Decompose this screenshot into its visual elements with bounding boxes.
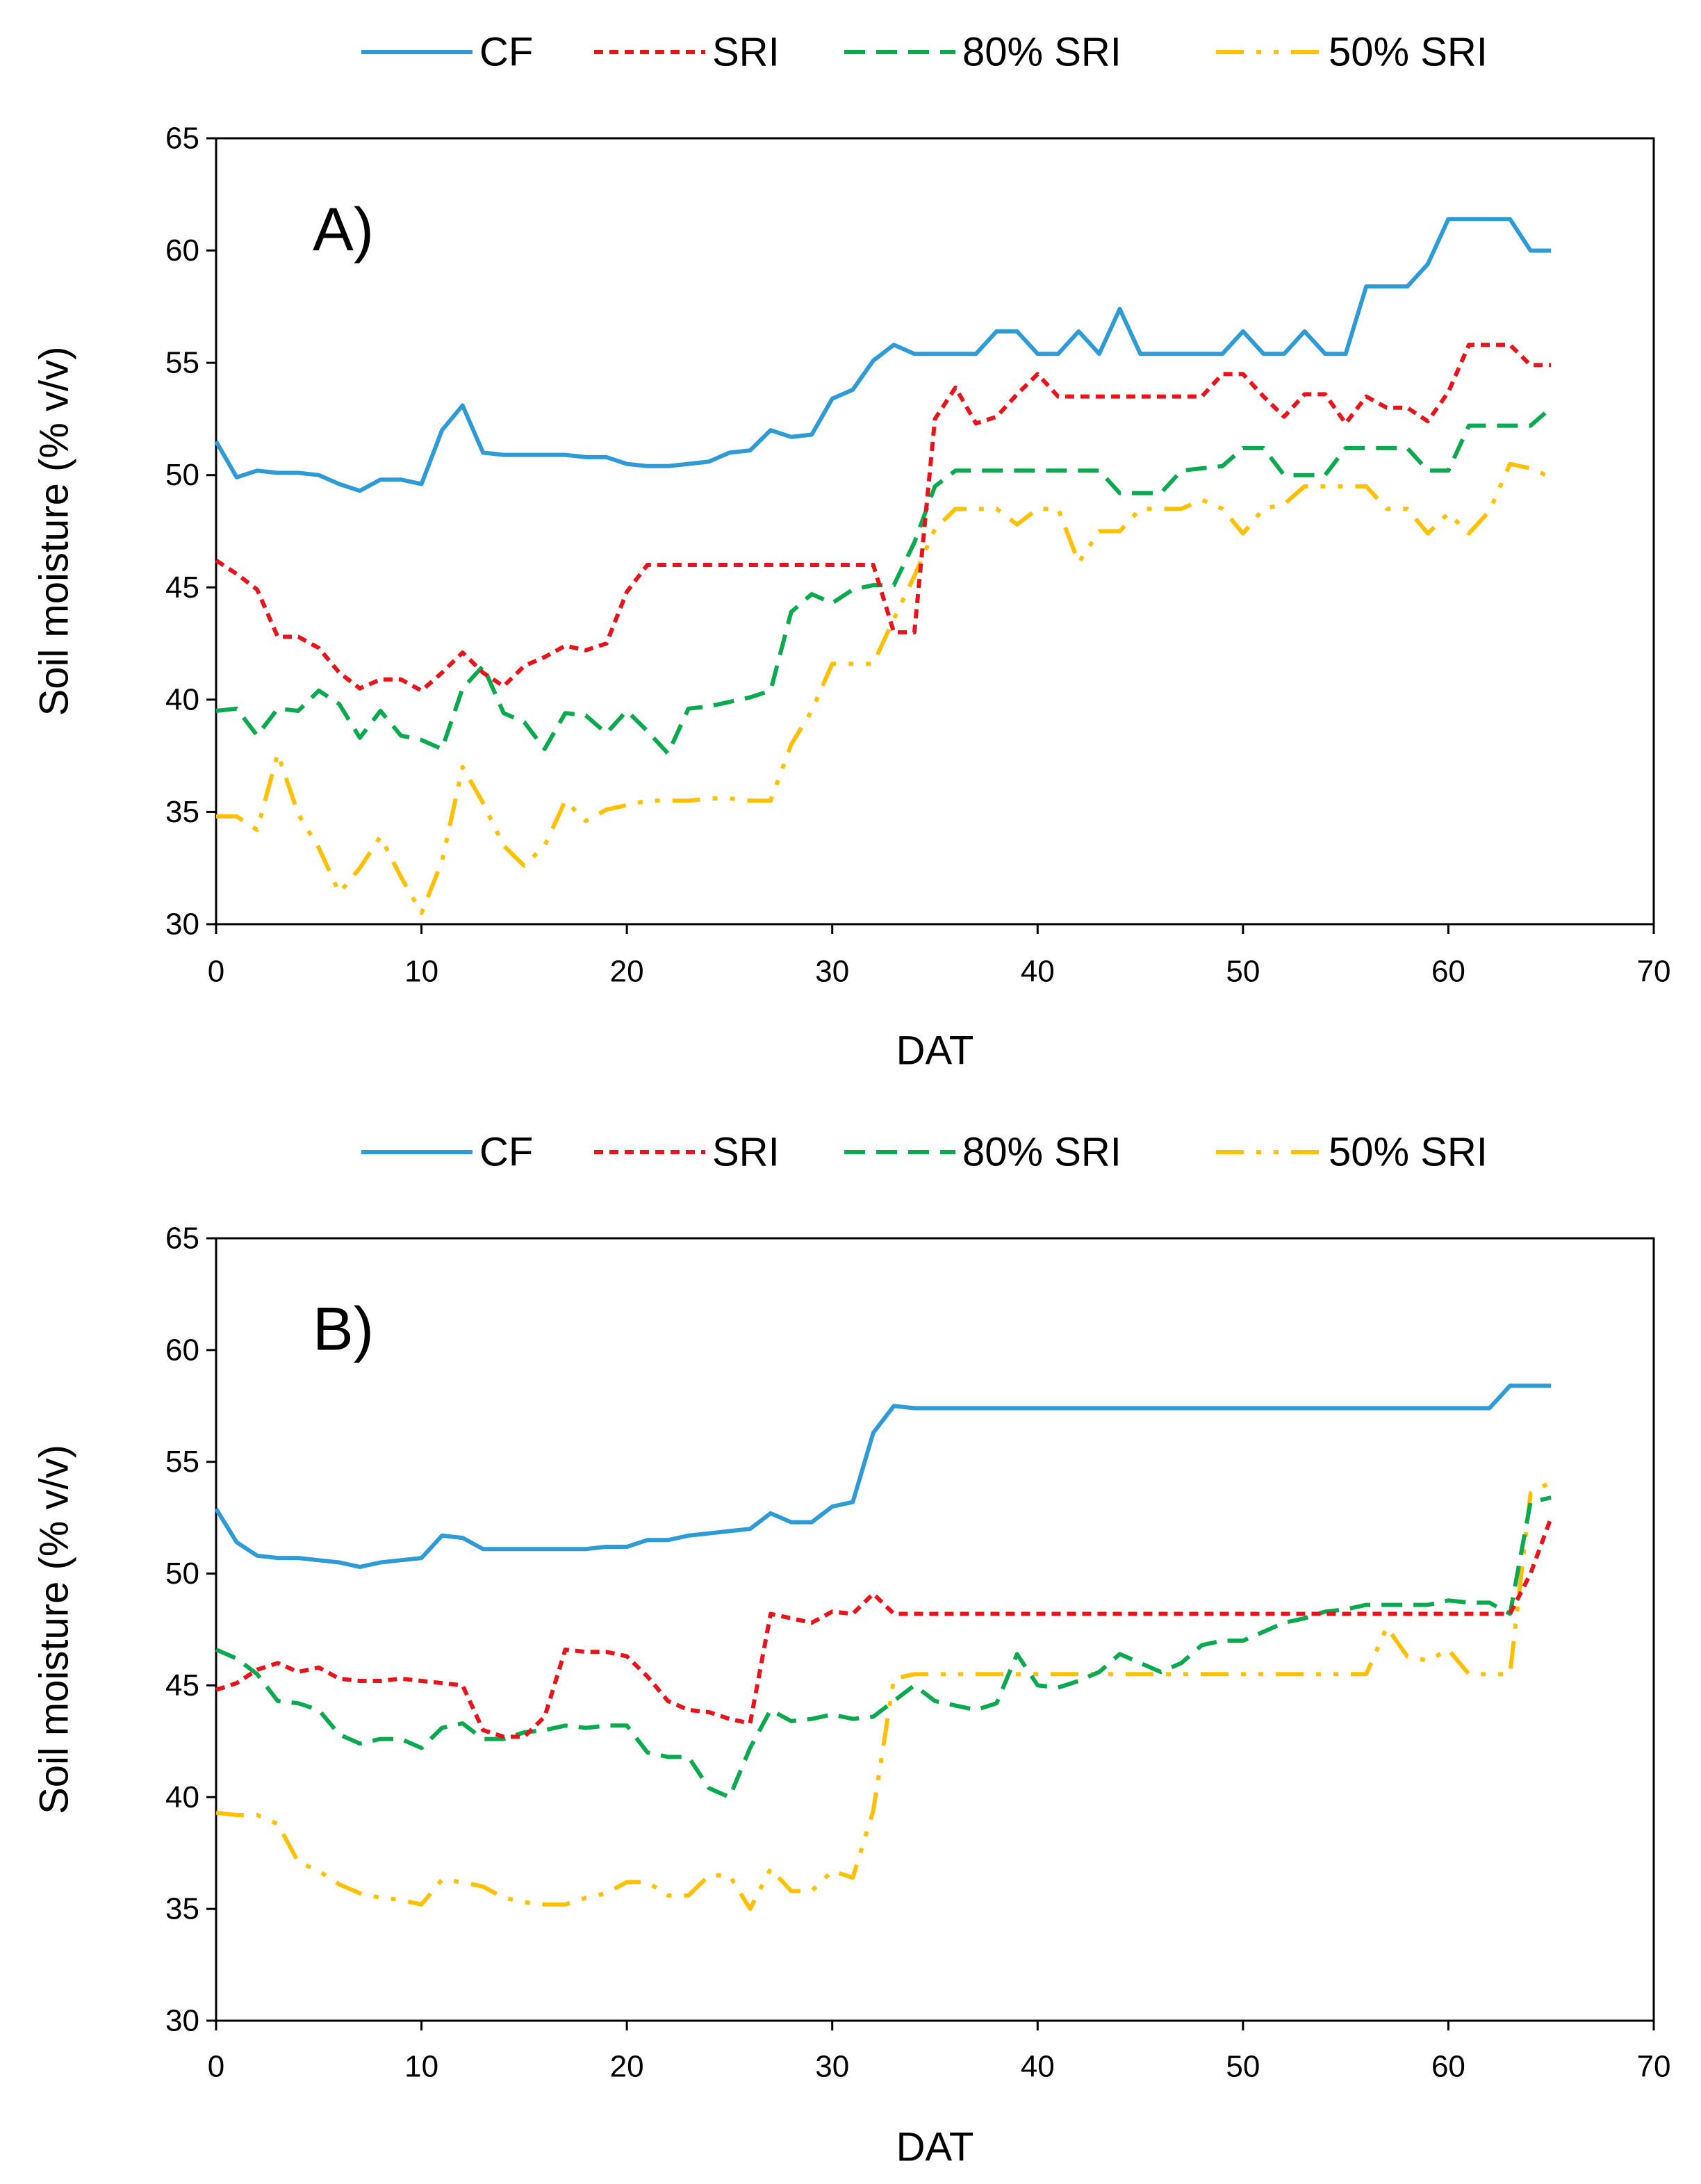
y-tick-label: 60 bbox=[165, 1333, 199, 1367]
panel-label: B) bbox=[313, 1295, 374, 1363]
x-tick-label: 50 bbox=[1226, 955, 1260, 989]
series-line-80-sri bbox=[215, 1495, 1552, 1800]
series-line-sri bbox=[215, 343, 1552, 693]
x-tick-label: 50 bbox=[1226, 2050, 1260, 2084]
series-line-cf bbox=[214, 1384, 1552, 1569]
x-tick-label: 0 bbox=[208, 955, 224, 989]
y-tick-label: 55 bbox=[165, 346, 199, 380]
legend: CF SRI 80% SRI 50% SRI bbox=[361, 1130, 1488, 1175]
legend-label: CF bbox=[479, 30, 533, 75]
x-tick-label: 70 bbox=[1637, 2050, 1671, 2084]
x-tick-label: 60 bbox=[1431, 2050, 1465, 2084]
legend-label: 80% SRI bbox=[962, 1130, 1121, 1175]
y-tick-label: 45 bbox=[165, 1668, 199, 1702]
y-axis-title: Soil moisture (% v/v) bbox=[32, 1445, 77, 1814]
x-tick-label: 10 bbox=[404, 955, 438, 989]
x-tick-label: 70 bbox=[1637, 955, 1671, 989]
x-axis-title: DAT bbox=[896, 1028, 974, 1074]
x-tick-label: 20 bbox=[610, 2050, 644, 2084]
chart-panel-1: CF SRI 80% SRI 50% SRI 30 35 40 45 50 55 60 65 0 10 20… bbox=[32, 30, 1671, 1074]
y-tick-label: 60 bbox=[165, 233, 199, 268]
series-line-50-sri bbox=[216, 461, 1552, 915]
series-line-80-sri bbox=[215, 406, 1553, 756]
y-tick-label: 65 bbox=[165, 1222, 199, 1256]
legend: CF SRI 80% SRI 50% SRI bbox=[361, 30, 1488, 75]
y-tick-label: 55 bbox=[165, 1445, 199, 1479]
y-tick-label: 65 bbox=[165, 122, 199, 156]
x-tick-label: 0 bbox=[208, 2050, 224, 2084]
x-tick-label: 10 bbox=[404, 2050, 438, 2084]
y-tick-label: 40 bbox=[165, 1780, 199, 1814]
y-tick-label: 35 bbox=[165, 1892, 199, 1926]
y-tick-label: 45 bbox=[165, 570, 199, 605]
legend-label: 50% SRI bbox=[1329, 1130, 1488, 1175]
x-axis-title: DAT bbox=[896, 2125, 974, 2170]
y-axis-title: Soil moisture (% v/v) bbox=[32, 347, 77, 716]
y-tick-label: 35 bbox=[165, 795, 199, 829]
y-tick-label: 30 bbox=[165, 2004, 199, 2038]
plot-area bbox=[215, 1237, 1655, 2022]
chart-panel-2: CF SRI 80% SRI 50% SRI 30 35 40 45 50 55 60 65 0 10 20… bbox=[32, 1130, 1671, 2170]
legend-label: 50% SRI bbox=[1329, 30, 1488, 75]
legend-label: 80% SRI bbox=[962, 30, 1121, 75]
y-tick-label: 40 bbox=[165, 682, 199, 716]
plot-area bbox=[215, 137, 1655, 926]
series-line-cf bbox=[214, 217, 1552, 493]
y-tick-label: 50 bbox=[165, 1557, 199, 1591]
series-line-sri bbox=[215, 1517, 1554, 1739]
x-tick-label: 30 bbox=[815, 955, 849, 989]
x-tick-label: 60 bbox=[1431, 955, 1465, 989]
legend-label: CF bbox=[479, 1130, 533, 1175]
x-tick-label: 30 bbox=[815, 2050, 849, 2084]
panel-label: A) bbox=[313, 195, 374, 264]
series-line-50-sri bbox=[215, 1480, 1552, 1912]
x-tick-label: 20 bbox=[610, 955, 644, 989]
y-tick-label: 30 bbox=[165, 908, 199, 942]
y-tick-label: 50 bbox=[165, 458, 199, 492]
x-tick-label: 40 bbox=[1021, 2050, 1055, 2084]
legend-label: SRI bbox=[712, 1130, 780, 1175]
x-tick-label: 40 bbox=[1021, 955, 1055, 989]
legend-label: SRI bbox=[712, 30, 780, 75]
